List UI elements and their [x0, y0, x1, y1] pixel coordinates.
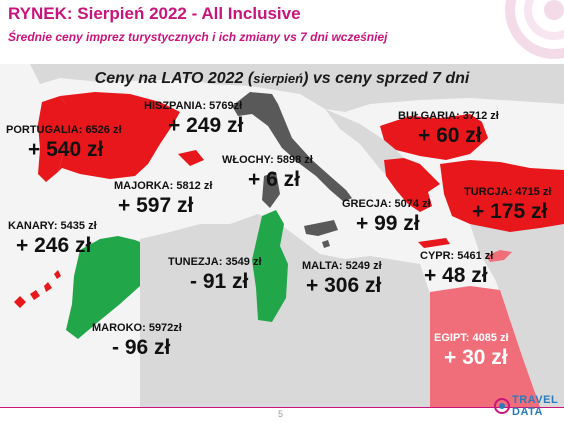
decorative-circles-icon: [505, 0, 564, 59]
map-title-end: ) vs ceny sprzed 7 dni: [303, 70, 470, 87]
logo-line2: DATA: [512, 406, 543, 418]
label-kanary: KANARY: 5435 zł + 246 zł: [8, 220, 97, 258]
grecja-price: GRECJA: 5074 zł: [342, 198, 431, 210]
tunezja-price: TUNEZJA: 3549 zł: [168, 256, 262, 268]
label-portugalia: PORTUGALIA: 6526 zł + 540 zł: [6, 124, 122, 162]
egipt-change: + 30 zł: [444, 346, 508, 369]
travel-data-logo: TRAVEL DATA: [494, 392, 562, 422]
land-africa: [140, 214, 430, 407]
land-europe-north: [0, 64, 564, 112]
kanary-change: + 246 zł: [16, 234, 92, 257]
bulgaria-price: BUŁGARIA: 3712 zł: [398, 110, 499, 122]
region-maroko: [66, 236, 140, 339]
region-turcja: [440, 160, 564, 232]
label-tunezja: TUNEZJA: 3549 zł - 91 zł: [168, 256, 262, 294]
map-title-paren: sierpień: [253, 71, 304, 86]
turcja-price: TURCJA: 4715 zł: [464, 186, 552, 198]
maroko-change: - 96 zł: [112, 336, 171, 359]
footer-divider: [0, 407, 564, 408]
land-middle-east: [470, 214, 564, 407]
cypr-change: + 48 zł: [424, 264, 488, 287]
cypr-price: CYPR: 5461 zł: [420, 250, 494, 262]
mediterranean-map: Ceny na LATO 2022 (sierpień) vs ceny spr…: [0, 64, 564, 407]
map-title: Ceny na LATO 2022 (sierpień) vs ceny spr…: [0, 70, 564, 88]
region-grecja: [384, 158, 440, 212]
kanary-price: KANARY: 5435 zł: [8, 220, 97, 232]
label-grecja: GRECJA: 5074 zł + 99 zł: [342, 198, 431, 236]
region-sardynia: [262, 172, 280, 208]
egipt-price: EGIPT: 4085 zł: [434, 332, 509, 344]
page-number: 5: [278, 409, 284, 419]
tunezja-change: - 91 zł: [190, 270, 249, 293]
region-majorka: [178, 150, 204, 166]
label-egipt: EGIPT: 4085 zł + 30 zł: [434, 332, 509, 370]
region-hiszpania: [58, 92, 180, 179]
maroko-price: MAROKO: 5972zł: [92, 322, 182, 334]
label-majorka: MAJORKA: 5812 zł + 597 zł: [114, 180, 212, 218]
grecja-change: + 99 zł: [356, 212, 420, 235]
majorka-price: MAJORKA: 5812 zł: [114, 180, 213, 192]
bulgaria-change: + 60 zł: [418, 124, 482, 147]
region-portugalia: [38, 96, 66, 182]
label-turcja: TURCJA: 4715 zł + 175 zł: [464, 186, 551, 224]
label-wlochy: WŁOCHY: 5898 zł + 6 zł: [222, 154, 313, 192]
region-sycylia: [304, 220, 338, 236]
hiszpania-change: + 249 zł: [168, 114, 244, 137]
page-title: RYNEK: Sierpień 2022 - All Inclusive: [8, 4, 301, 23]
label-bulgaria: BUŁGARIA: 3712 zł + 60 zł: [398, 110, 499, 148]
region-bulgaria: [380, 114, 488, 160]
region-kanary: [14, 270, 61, 308]
region-egipt: [430, 286, 540, 407]
region-malta: [322, 240, 330, 248]
region-tunezja: [252, 210, 288, 322]
malta-price: MALTA: 5249 zł: [302, 260, 382, 272]
label-hiszpania: HISZPANIA: 5769zł + 249 zł: [144, 100, 243, 138]
region-kreta: [418, 238, 450, 248]
logo-text: TRAVEL DATA: [512, 394, 558, 418]
label-cypr: CYPR: 5461 zł + 48 zł: [420, 250, 493, 288]
hiszpania-price: HISZPANIA: 5769zł: [144, 100, 243, 112]
turcja-change: + 175 zł: [472, 200, 548, 223]
malta-change: + 306 zł: [306, 274, 382, 297]
map-title-main: Ceny na LATO 2022 (: [94, 70, 254, 87]
wlochy-change: + 6 zł: [248, 168, 300, 191]
wlochy-price: WŁOCHY: 5898 zł: [222, 154, 313, 166]
portugalia-change: + 540 zł: [28, 138, 104, 161]
logo-mark-icon: [494, 398, 510, 414]
logo-line1: TRAVEL: [512, 394, 559, 406]
portugalia-price: PORTUGALIA: 6526 zł: [6, 124, 122, 136]
label-maroko: MAROKO: 5972zł - 96 zł: [92, 322, 182, 360]
label-malta: MALTA: 5249 zł + 306 zł: [302, 260, 382, 298]
majorka-change: + 597 zł: [118, 194, 194, 217]
region-cypr: [486, 250, 512, 262]
region-wlochy: [232, 92, 352, 202]
page-subtitle: Średnie ceny imprez turystycznych i ich …: [8, 30, 388, 44]
